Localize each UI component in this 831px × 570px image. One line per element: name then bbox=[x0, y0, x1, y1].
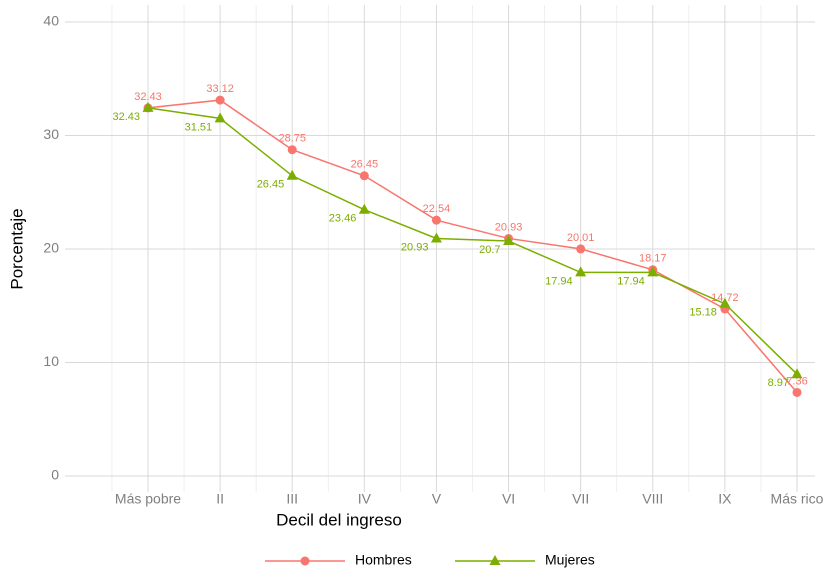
data-label: 7.36 bbox=[786, 375, 807, 387]
x-tick-label: VI bbox=[502, 491, 515, 507]
legend-marker bbox=[489, 555, 501, 565]
x-tick-label: Más rico bbox=[771, 491, 824, 507]
data-point bbox=[431, 215, 441, 225]
data-label: 23.46 bbox=[329, 213, 357, 225]
y-tick-label: 30 bbox=[43, 126, 59, 142]
x-tick-label: VII bbox=[572, 491, 589, 507]
data-label: 20.7 bbox=[479, 244, 500, 256]
x-tick-label: III bbox=[286, 491, 298, 507]
y-tick-label: 20 bbox=[43, 240, 59, 256]
data-label: 33.12 bbox=[206, 83, 234, 95]
data-label: 18.17 bbox=[639, 253, 667, 265]
data-label: 32.43 bbox=[134, 91, 162, 103]
x-axis-title: Decil del ingreso bbox=[276, 510, 402, 529]
data-point bbox=[286, 169, 298, 180]
legend-label: Hombres bbox=[355, 552, 412, 568]
data-point bbox=[792, 387, 802, 397]
data-point bbox=[215, 95, 225, 105]
data-label: 17.94 bbox=[617, 275, 645, 287]
data-label: 28.75 bbox=[278, 133, 306, 145]
data-point bbox=[576, 244, 586, 254]
data-point bbox=[719, 297, 731, 308]
data-point bbox=[142, 101, 154, 112]
data-point bbox=[359, 171, 369, 181]
data-label: 8.97 bbox=[768, 377, 789, 389]
data-label: 17.94 bbox=[545, 275, 573, 287]
legend-label: Mujeres bbox=[545, 552, 595, 568]
x-tick-label: IX bbox=[718, 491, 732, 507]
x-tick-label: IV bbox=[358, 491, 372, 507]
data-label: 20.01 bbox=[567, 232, 595, 244]
x-tick-label: Más pobre bbox=[115, 491, 181, 507]
y-tick-label: 40 bbox=[43, 13, 59, 29]
data-point bbox=[358, 203, 370, 214]
data-label: 20.93 bbox=[401, 241, 429, 253]
data-label: 20.93 bbox=[495, 221, 523, 233]
data-label: 15.18 bbox=[689, 307, 717, 319]
y-axis-title: Porcentaje bbox=[7, 208, 26, 289]
data-label: 32.43 bbox=[112, 111, 140, 123]
data-point bbox=[503, 235, 515, 246]
data-label: 26.45 bbox=[257, 179, 285, 191]
data-point bbox=[791, 368, 803, 379]
y-tick-label: 10 bbox=[43, 353, 59, 369]
x-tick-label: VIII bbox=[642, 491, 663, 507]
data-label: 22.54 bbox=[423, 203, 451, 215]
y-tick-label: 0 bbox=[51, 467, 59, 483]
series-line bbox=[147, 99, 798, 393]
data-label: 26.45 bbox=[351, 159, 379, 171]
data-point bbox=[287, 145, 297, 155]
data-point bbox=[575, 266, 587, 277]
data-point bbox=[647, 266, 659, 277]
x-tick-label: V bbox=[432, 491, 442, 507]
data-point bbox=[430, 232, 442, 243]
data-label: 31.51 bbox=[185, 121, 213, 133]
data-point bbox=[214, 112, 226, 123]
series-line bbox=[147, 107, 798, 375]
legend-marker bbox=[300, 556, 310, 566]
x-tick-label: II bbox=[216, 491, 224, 507]
